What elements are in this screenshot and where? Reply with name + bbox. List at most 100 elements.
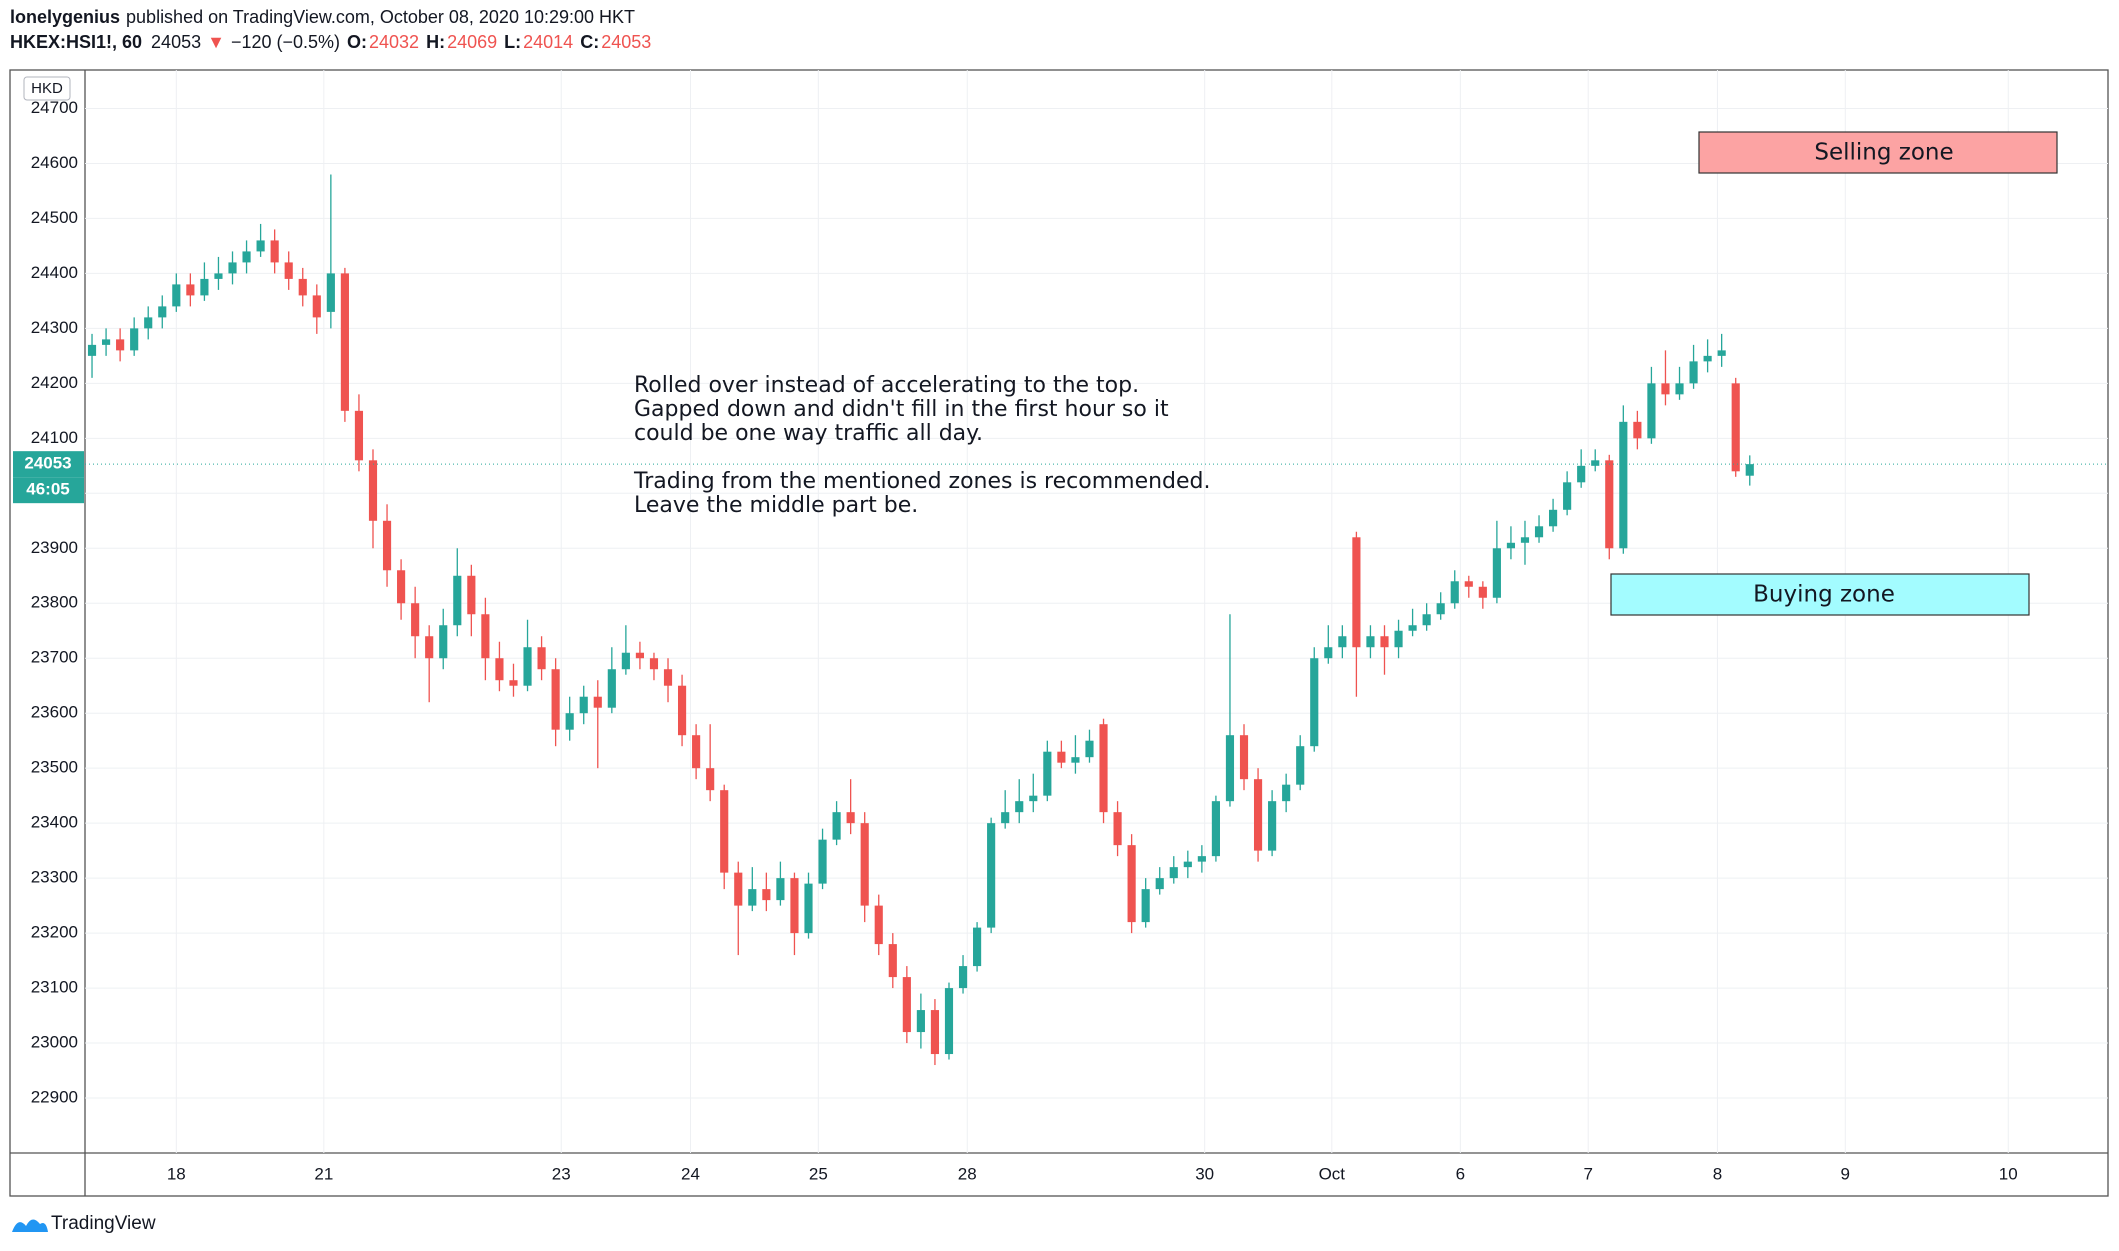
open-value: 24032 [369, 32, 419, 52]
candle-body [1127, 845, 1136, 923]
candle-body [144, 317, 153, 329]
last-price-label: 24053 [24, 454, 71, 473]
candle-body [312, 295, 321, 318]
candle-body [481, 614, 490, 659]
x-tick-label: 25 [809, 1164, 828, 1183]
candle-body [186, 284, 195, 296]
candle-body [748, 889, 757, 906]
candle-body [1169, 867, 1178, 879]
y-tick-label: 23400 [31, 813, 78, 832]
candle-body [172, 284, 181, 307]
x-tick-label: 7 [1583, 1164, 1592, 1183]
note-line: Trading from the mentioned zones is reco… [633, 469, 1211, 494]
note-line: Leave the middle part be. [634, 493, 918, 518]
candle-body [1338, 636, 1347, 648]
candle-body [565, 713, 574, 730]
candles [87, 174, 1754, 1066]
candle-body [1408, 625, 1417, 631]
high-value: 24069 [447, 32, 497, 52]
candle-body [579, 696, 588, 714]
selling-zone-label: Selling zone [1814, 140, 1953, 166]
candle-body [130, 328, 139, 351]
currency-box [23, 76, 71, 101]
y-tick-label: 23800 [31, 593, 78, 612]
candle-body [1268, 801, 1277, 851]
candle-body [158, 306, 167, 318]
candle-body [1310, 658, 1319, 747]
publish-line: lonelygenius published on TradingView.com… [10, 7, 635, 27]
candle-body [1633, 421, 1642, 439]
published: published on TradingView.com, October 08… [126, 7, 635, 27]
note-line: Rolled over instead of accelerating to t… [634, 373, 1139, 398]
candle-body [706, 768, 715, 791]
author: lonelygenius [10, 7, 120, 27]
low-label: L: [504, 32, 521, 52]
overlay: 24053 46:05 Selling zone Buying zone Rolled … [13, 131, 2108, 616]
candle-body [1015, 801, 1024, 813]
y-tick-label: 23500 [31, 758, 78, 777]
y-tick-label: 23900 [31, 538, 78, 557]
open-label: O: [347, 32, 367, 52]
candle-body [1450, 581, 1459, 604]
candle-body [509, 680, 518, 686]
candle-body [116, 339, 125, 351]
candle-body [635, 652, 644, 659]
candle-body [298, 278, 307, 296]
y-tick-label: 24200 [31, 373, 78, 392]
candle-body [860, 823, 869, 906]
candle-body [790, 878, 799, 934]
brand: TradingView [51, 1213, 156, 1234]
candle-body [1745, 464, 1754, 476]
candle-body [649, 658, 659, 670]
candle-body [804, 883, 813, 934]
candle-body [930, 1010, 940, 1055]
candle-body [663, 669, 673, 686]
y-tick-label: 24600 [31, 153, 78, 172]
candle-body [818, 839, 827, 884]
x-tick-label: 21 [314, 1164, 333, 1183]
candle-body [1113, 812, 1122, 846]
y-tick-label: 23200 [31, 923, 78, 942]
candle-body [425, 636, 434, 659]
change: −120 (−0.5%) [231, 32, 340, 52]
candle-body [1296, 746, 1305, 785]
candle-body [677, 685, 687, 736]
candle-body [762, 889, 771, 901]
x-tick-label: 28 [958, 1164, 977, 1183]
x-tick-label: 10 [1999, 1164, 2018, 1183]
candle-body [916, 1010, 925, 1033]
x-tick-label: 9 [1841, 1164, 1850, 1183]
candle-body [284, 262, 293, 279]
y-tick-label: 24500 [31, 208, 78, 227]
last-price: 24053 [151, 32, 201, 52]
candle-body [397, 570, 406, 604]
candle-body [382, 520, 392, 571]
x-tick-label: 23 [552, 1164, 571, 1183]
candle-body [256, 240, 265, 252]
candle-body [607, 669, 616, 708]
buying-zone-label: Buying zone [1753, 582, 1895, 608]
high-label: H: [426, 32, 445, 52]
candle-body [551, 669, 560, 730]
candle-body [214, 273, 223, 279]
candle-body [1605, 460, 1614, 549]
currency: HKD [31, 80, 63, 97]
candle-body [902, 977, 911, 1033]
candle-body [958, 966, 968, 989]
candle-body [1661, 383, 1670, 395]
candle-body [1197, 856, 1206, 862]
x-tick-label: 30 [1195, 1164, 1214, 1183]
candle-body [973, 927, 982, 967]
low-value: 24014 [523, 32, 573, 52]
candle-body [326, 273, 335, 312]
candle-body [101, 339, 111, 345]
candle-body [846, 812, 855, 824]
candle-body [720, 790, 729, 873]
y-tick-label: 22900 [31, 1088, 78, 1107]
y-tick-label: 23300 [31, 868, 78, 887]
y-tick-label: 24700 [31, 98, 78, 117]
candle-body [1211, 801, 1220, 857]
candle-body [1717, 350, 1726, 356]
candle-body [1071, 757, 1080, 763]
countdown: 46:05 [26, 480, 69, 499]
